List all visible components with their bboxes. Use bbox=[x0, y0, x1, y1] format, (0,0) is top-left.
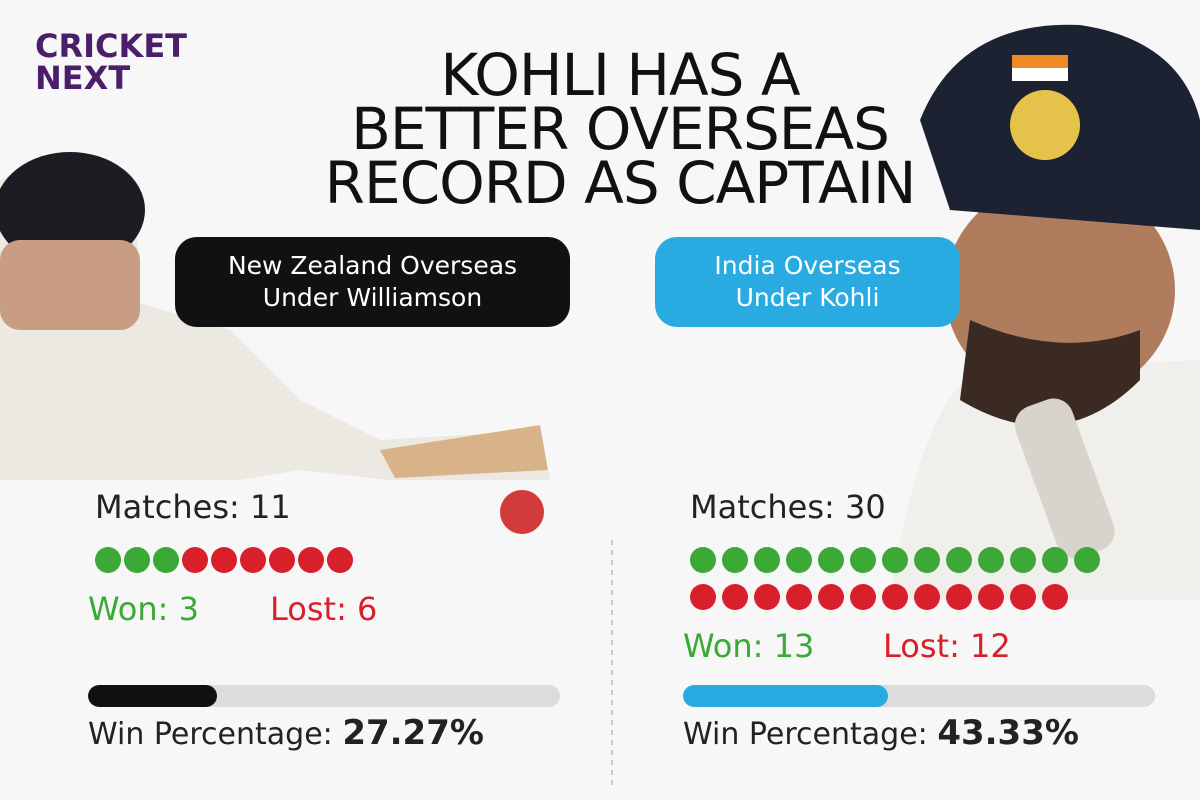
result-dot bbox=[818, 584, 844, 610]
win-percentage: Win Percentage: 43.33% bbox=[683, 713, 1079, 753]
win-percentage: Win Percentage: 27.27% bbox=[88, 713, 484, 753]
panel-label: India Overseas Under Kohli bbox=[655, 237, 960, 327]
won-label: Won: bbox=[88, 590, 169, 628]
lost: Lost: 6 bbox=[270, 590, 377, 628]
won: Won: 13 bbox=[683, 627, 814, 665]
result-dot bbox=[946, 584, 972, 610]
lost: Lost: 12 bbox=[883, 627, 1011, 665]
result-dot bbox=[269, 547, 295, 573]
result-dot bbox=[914, 584, 940, 610]
won-value: 3 bbox=[178, 590, 199, 628]
win-percentage-label: Win Percentage: bbox=[88, 717, 333, 752]
result-dot bbox=[690, 584, 716, 610]
panel-label-line: India Overseas bbox=[714, 251, 901, 280]
lost-label: Lost: bbox=[883, 627, 960, 665]
won: Won: 3 bbox=[88, 590, 199, 628]
lost-label: Lost: bbox=[270, 590, 347, 628]
panel-label: New Zealand Overseas Under Williamson bbox=[175, 237, 570, 327]
result-dot bbox=[946, 547, 972, 573]
result-dot bbox=[182, 547, 208, 573]
result-dot bbox=[211, 547, 237, 573]
result-dot bbox=[1010, 547, 1036, 573]
result-dot bbox=[850, 547, 876, 573]
williamson-image bbox=[0, 152, 550, 534]
result-dot bbox=[95, 547, 121, 573]
win-percentage-label: Win Percentage: bbox=[683, 717, 928, 752]
result-dot bbox=[786, 547, 812, 573]
win-bar bbox=[88, 685, 217, 707]
result-dot bbox=[914, 547, 940, 573]
result-dot bbox=[786, 584, 812, 610]
lost-value: 6 bbox=[357, 590, 378, 628]
title-line: RECORD AS CAPTAIN bbox=[324, 149, 917, 217]
result-dot bbox=[327, 547, 353, 573]
matches: Matches: 30 bbox=[690, 488, 886, 526]
title-line: KOHLI HAS A bbox=[440, 41, 800, 109]
matches-value: 30 bbox=[844, 488, 886, 526]
result-dot bbox=[722, 547, 748, 573]
win-bar-track bbox=[88, 685, 560, 707]
result-dot bbox=[850, 584, 876, 610]
result-dot bbox=[978, 584, 1004, 610]
matches-label: Matches: bbox=[95, 488, 240, 526]
result-dot bbox=[153, 547, 179, 573]
lost-value: 12 bbox=[970, 627, 1011, 665]
result-dot bbox=[1042, 547, 1068, 573]
kohli-image bbox=[890, 24, 1200, 600]
result-dot bbox=[882, 547, 908, 573]
result-dot bbox=[818, 547, 844, 573]
matches-label: Matches: bbox=[690, 488, 835, 526]
result-dot bbox=[1010, 584, 1036, 610]
matches-value: 11 bbox=[249, 488, 291, 526]
result-dot bbox=[240, 547, 266, 573]
logo: CRICKET NEXT bbox=[35, 30, 187, 94]
won-label: Won: bbox=[683, 627, 764, 665]
win-bar bbox=[683, 685, 888, 707]
result-dot bbox=[690, 547, 716, 573]
title-line: BETTER OVERSEAS bbox=[351, 95, 890, 163]
panel-label-line: Under Williamson bbox=[262, 283, 483, 312]
matches: Matches: 11 bbox=[95, 488, 291, 526]
logo-top: CRICKET bbox=[35, 27, 187, 65]
panel-label-line: Under Kohli bbox=[735, 283, 880, 312]
win-bar-track bbox=[683, 685, 1155, 707]
result-dot bbox=[978, 547, 1004, 573]
result-dot bbox=[754, 584, 780, 610]
result-dot bbox=[722, 584, 748, 610]
win-percentage-value: 43.33% bbox=[937, 713, 1079, 753]
result-dot bbox=[124, 547, 150, 573]
result-dot bbox=[298, 547, 324, 573]
title: KOHLI HAS A BETTER OVERSEAS RECORD AS CA… bbox=[240, 41, 1000, 217]
result-dot bbox=[754, 547, 780, 573]
result-dot bbox=[882, 584, 908, 610]
panel-label-line: New Zealand Overseas bbox=[227, 251, 518, 280]
result-dot bbox=[1074, 547, 1100, 573]
won-value: 13 bbox=[773, 627, 815, 665]
logo-bottom: NEXT bbox=[35, 59, 131, 97]
win-percentage-value: 27.27% bbox=[342, 713, 484, 753]
result-dot bbox=[1042, 584, 1068, 610]
